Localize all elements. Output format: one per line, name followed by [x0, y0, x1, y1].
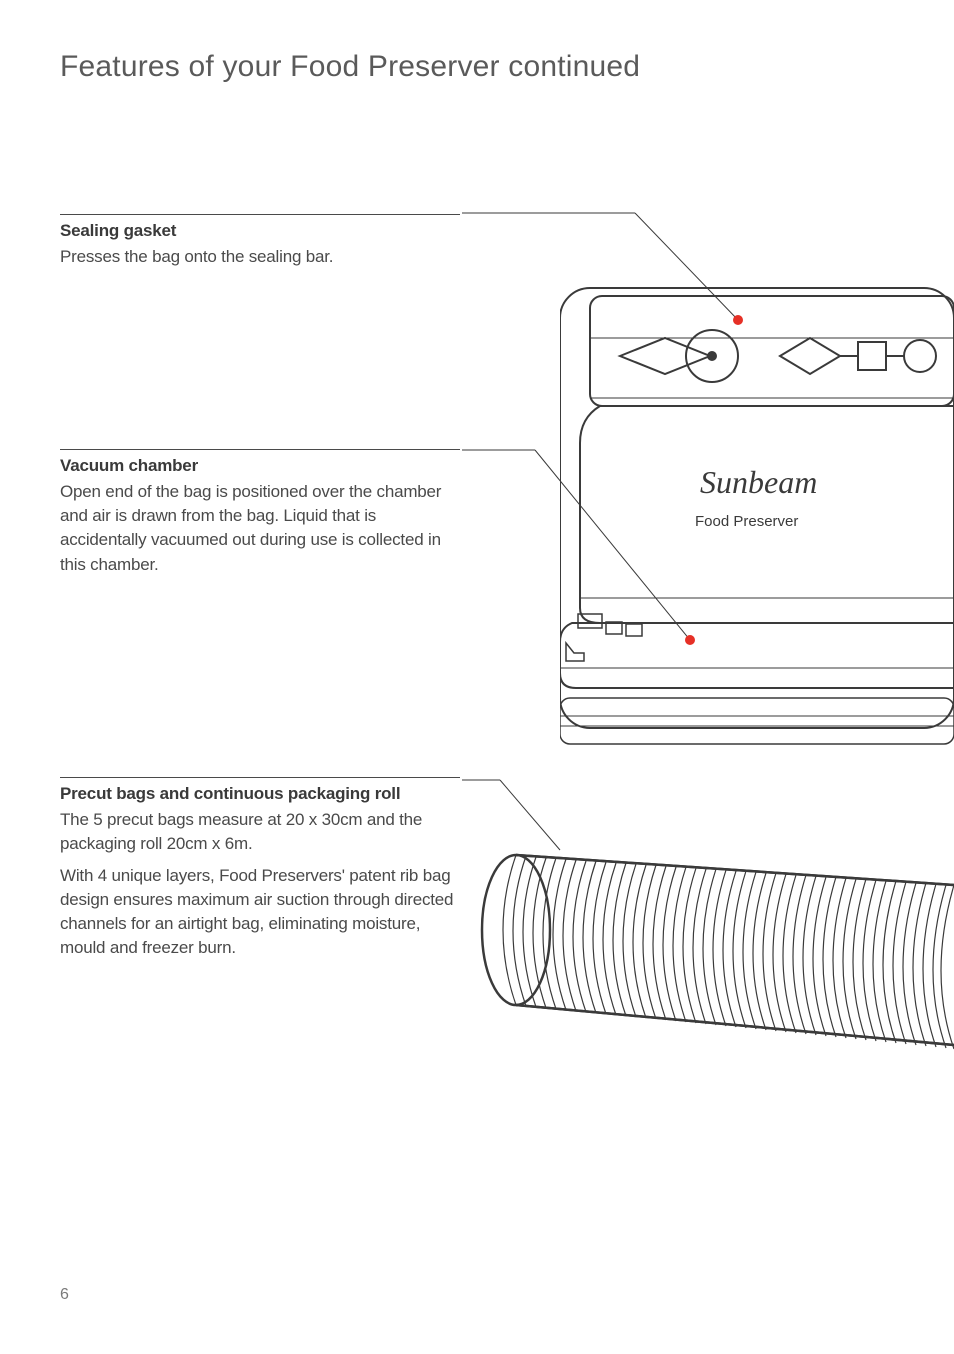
feature-sealing-gasket: Sealing gasket Presses the bag onto the … [60, 214, 460, 269]
page-number: 6 [60, 1286, 69, 1304]
product-label: Food Preserver [695, 513, 798, 530]
feature-precut-bags: Precut bags and continuous packaging rol… [60, 777, 460, 961]
feature-heading: Precut bags and continuous packaging rol… [60, 777, 460, 804]
feature-heading: Vacuum chamber [60, 449, 460, 476]
feature-body-text: With 4 unique layers, Food Preservers' p… [60, 864, 460, 961]
page-title: Features of your Food Preserver continue… [60, 50, 894, 84]
brand-label: Sunbeam [700, 464, 817, 500]
feature-body-text: Presses the bag onto the sealing bar. [60, 245, 460, 269]
feature-vacuum-chamber: Vacuum chamber Open end of the bag is po… [60, 449, 460, 577]
device-illustration: Sunbeam Food Preserver [560, 278, 954, 758]
feature-heading: Sealing gasket [60, 214, 460, 241]
feature-body-text: Open end of the bag is positioned over t… [60, 480, 460, 577]
packaging-roll-illustration [480, 820, 954, 1080]
feature-body-text: The 5 precut bags measure at 20 x 30cm a… [60, 808, 460, 856]
